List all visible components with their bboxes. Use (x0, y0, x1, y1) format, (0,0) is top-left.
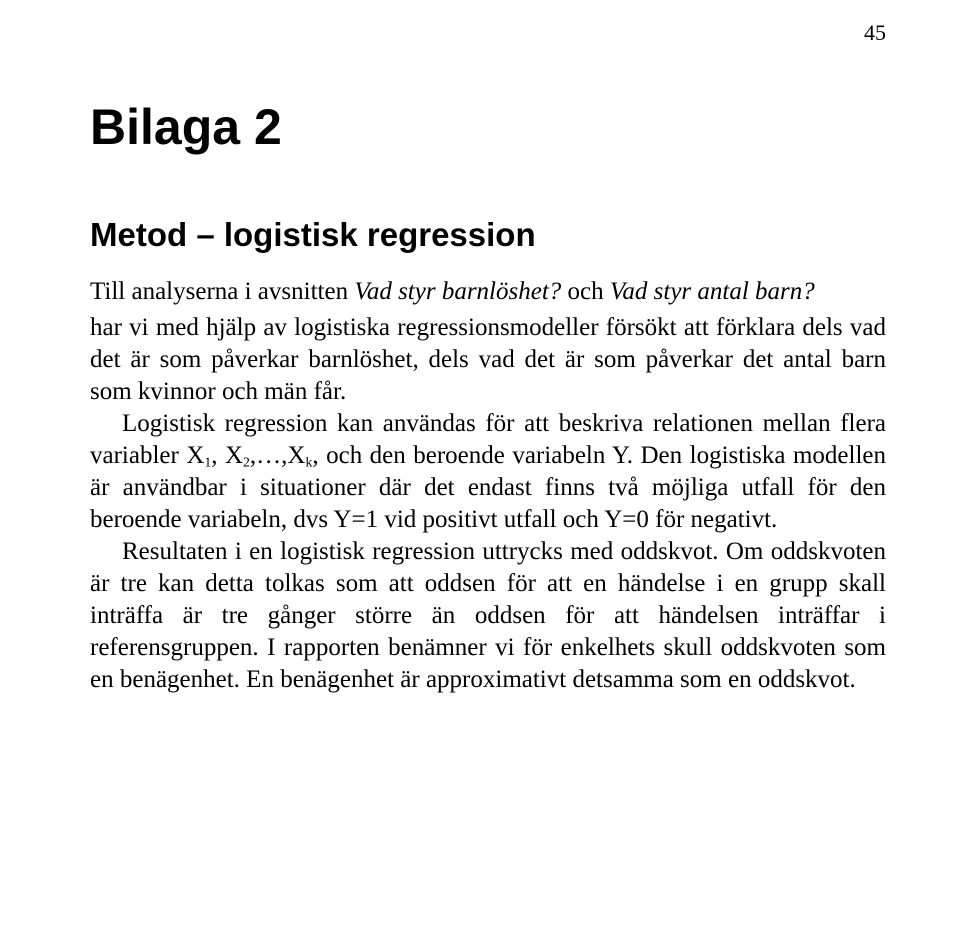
lead-line: Till analyserna i avsnitten Vad styr bar… (90, 276, 886, 308)
lead-italic-2: Vad styr antal barn? (610, 278, 815, 305)
lead-prefix: Till analyserna i avsnitten (90, 278, 354, 305)
subscript-2: 2 (243, 454, 250, 469)
page: 45 Bilaga 2 Metod – logistisk regression… (0, 0, 960, 944)
p2-part-c: ,…,X (250, 442, 306, 469)
lead-italic-1: Vad styr barnlöshet? (354, 278, 561, 305)
p2-part-b: , X (211, 442, 243, 469)
section-heading: Metod – logistisk regression (90, 216, 886, 254)
page-title: Bilaga 2 (90, 98, 886, 156)
lead-mid: och (561, 278, 610, 305)
paragraph-2: Logistisk regression kan användas för at… (90, 408, 886, 536)
paragraph-3: Resultaten i en logistisk regression utt… (90, 536, 886, 696)
page-number: 45 (864, 20, 886, 46)
paragraph-1: har vi med hjälp av logistiska regressio… (90, 312, 886, 408)
